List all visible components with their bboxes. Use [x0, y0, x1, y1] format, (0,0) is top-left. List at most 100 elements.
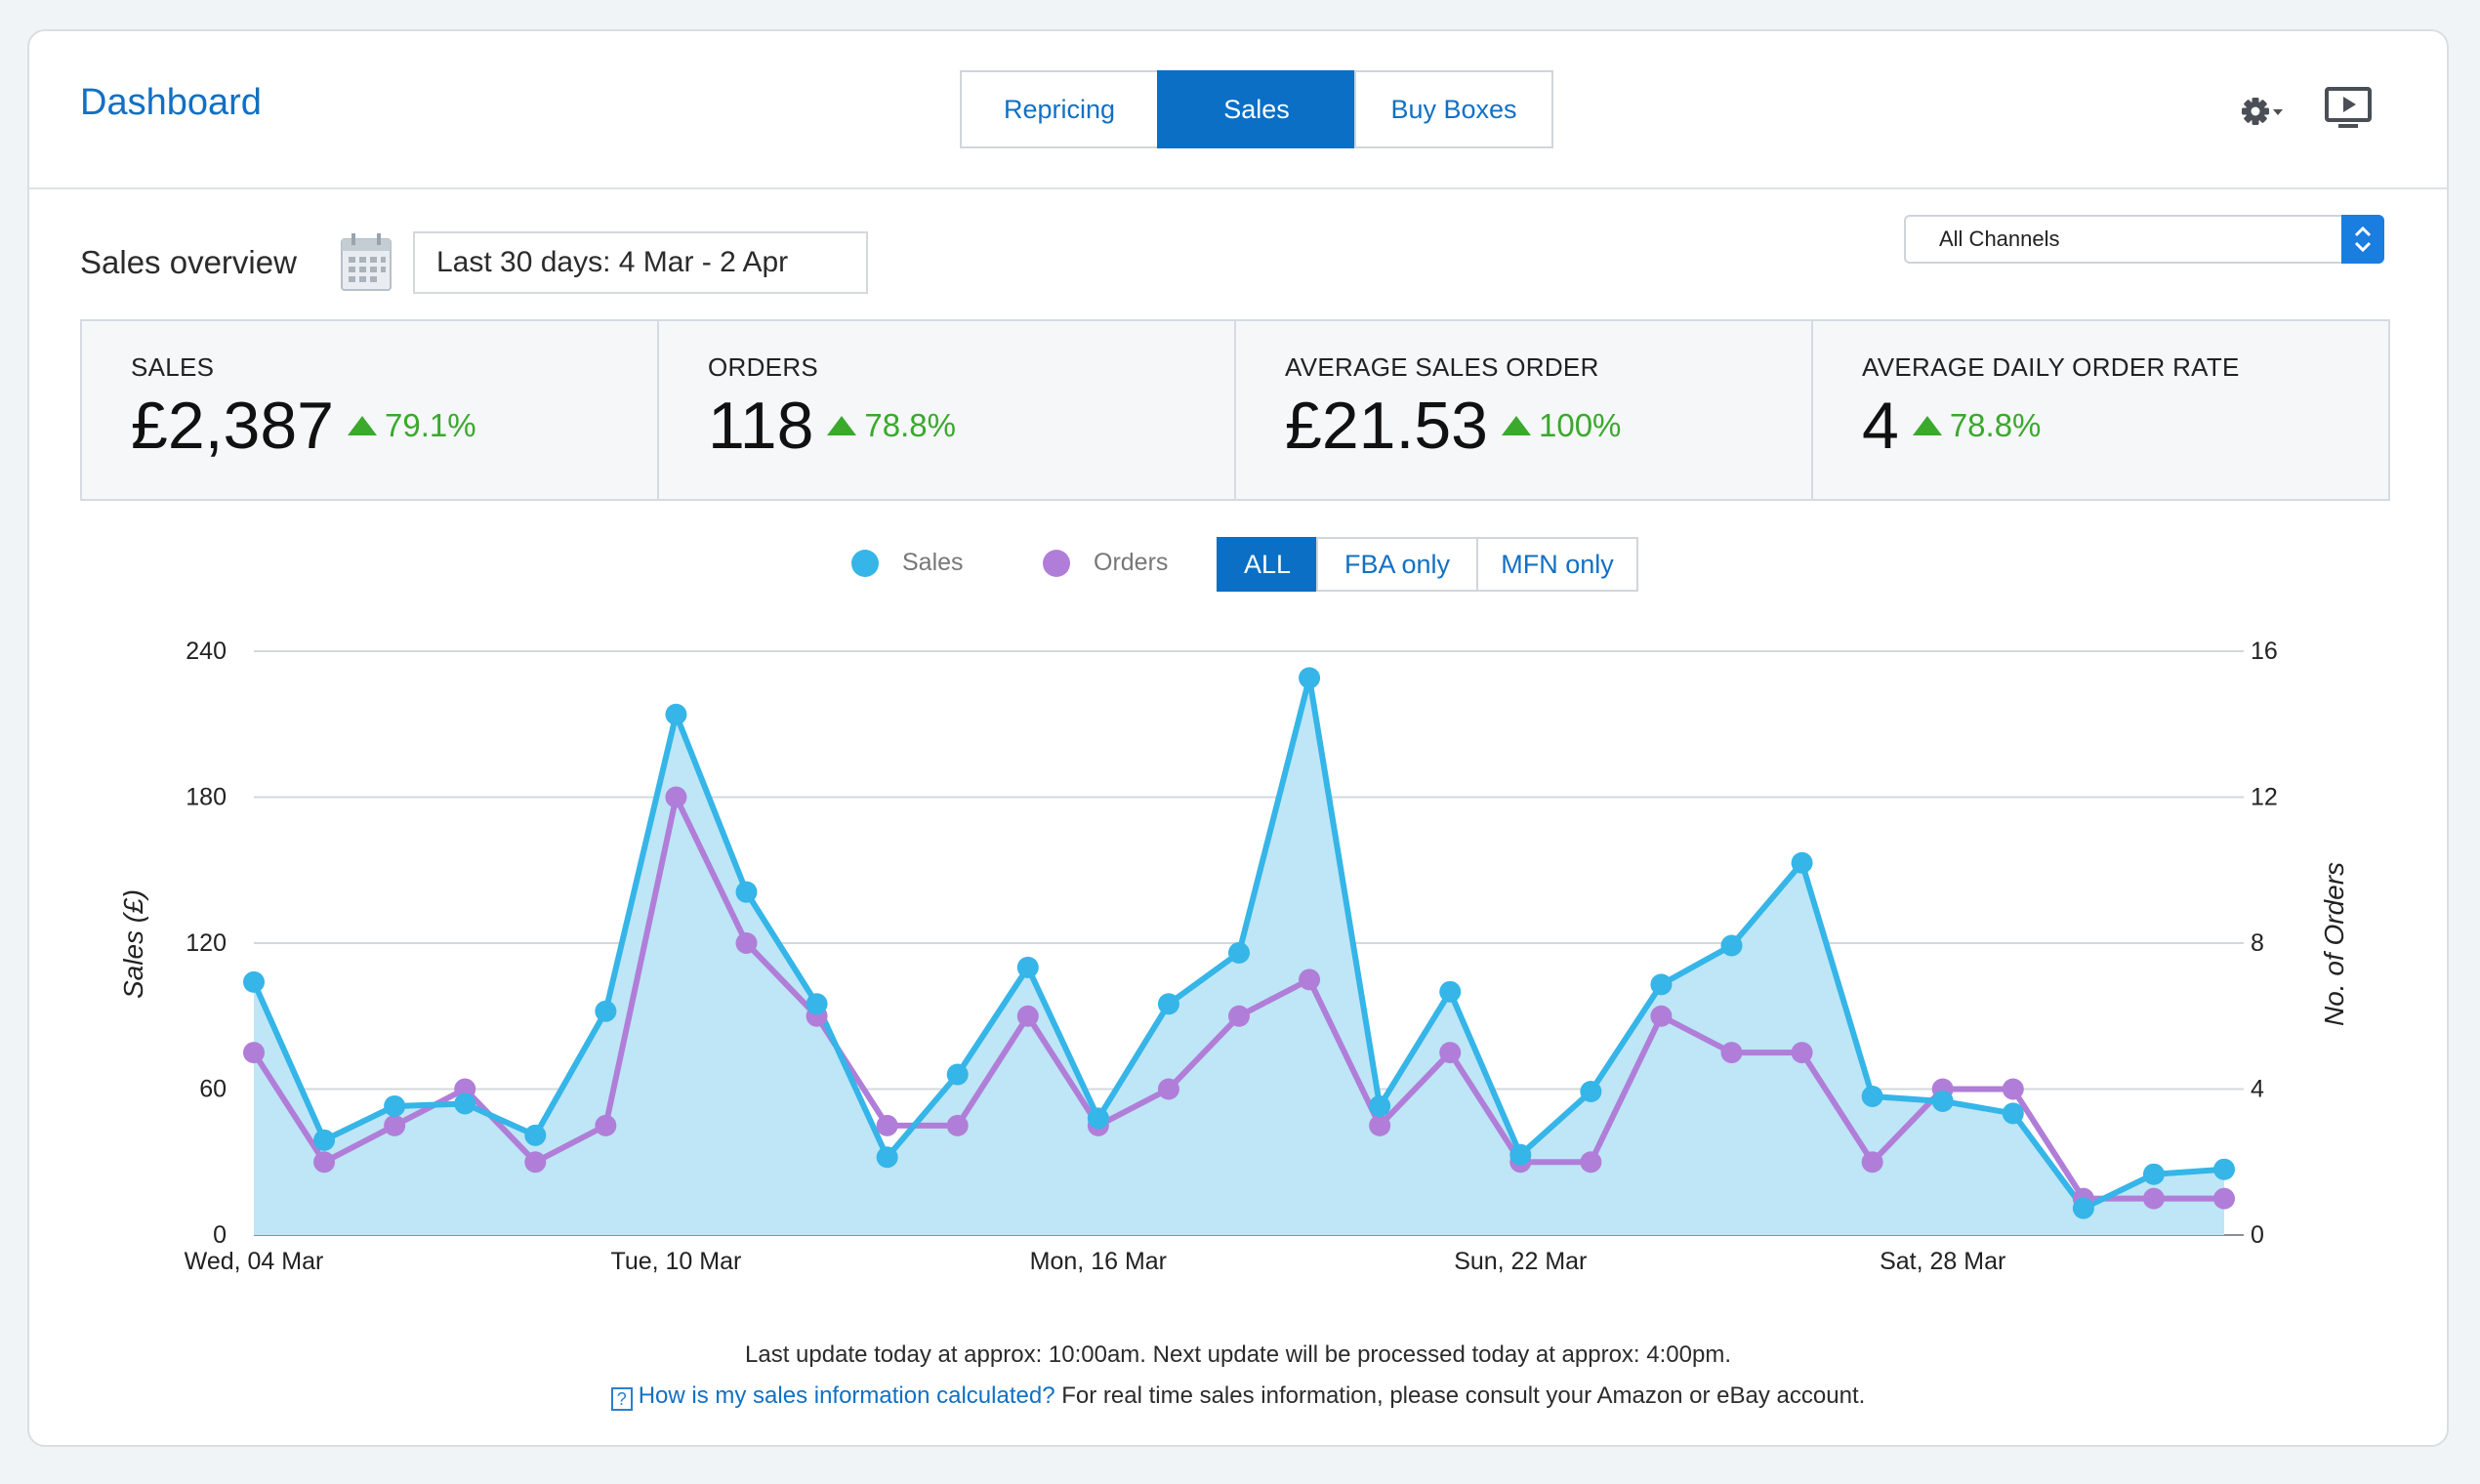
sales-point [1650, 973, 1673, 996]
gear-icon[interactable] [2238, 90, 2289, 133]
stat-value: 118 [708, 389, 814, 463]
orders-point [1439, 1042, 1462, 1064]
orders-point [1157, 1078, 1179, 1100]
y2-tick-label: 16 [2251, 638, 2278, 665]
stat-label: AVERAGE DAILY ORDER RATE [1862, 352, 2240, 382]
x-tick-label: Tue, 10 Mar [610, 1248, 741, 1275]
legend-orders-label: Orders [1094, 549, 1169, 576]
orders-point [1228, 1005, 1250, 1027]
presentation-screen-icon[interactable] [2324, 85, 2375, 134]
channel-select[interactable]: All Channels [1904, 215, 2384, 264]
y2-axis-title: No. of Orders [2319, 862, 2349, 1026]
y2-tick-label: 12 [2251, 784, 2278, 811]
sales-point [1509, 1143, 1532, 1166]
sales-orders-chart: 0 0 60 4 120 8 180 12 240 16 Wed, 04 Mar Tue, 10 Ma… [118, 638, 2349, 1275]
select-arrows-icon[interactable] [2341, 215, 2384, 264]
calendar-icon[interactable] [340, 231, 393, 292]
stat-value: 4 [1862, 389, 1899, 463]
orders-point [1016, 1005, 1039, 1027]
up-arrow-icon [1501, 416, 1531, 435]
y-tick-label: 240 [186, 638, 227, 665]
stat-average-daily-order-rate: AVERAGE DAILY ORDER RATE 4 78.8% [1813, 321, 2388, 499]
sales-point [1580, 1080, 1602, 1102]
tab-sales[interactable]: Sales [1157, 70, 1356, 148]
help-line: ? How is my sales information calculated?… [29, 1382, 2447, 1411]
sales-point [595, 1000, 617, 1022]
tab-repricing[interactable]: Repricing [960, 70, 1159, 148]
y-tick-label: 60 [199, 1076, 227, 1103]
stat-value: £21.53 [1285, 389, 1488, 463]
orders-point [524, 1151, 547, 1174]
stat-change: 78.8% [864, 407, 956, 443]
orders-point [243, 1042, 265, 1064]
legend-orders[interactable]: Orders [1043, 549, 1168, 577]
update-notice: Last update today at approx: 10:00am. Ne… [745, 1341, 1731, 1368]
legend-sales[interactable]: Sales [851, 549, 964, 577]
legend-sales-label: Sales [902, 549, 964, 576]
stat-label: ORDERS [708, 352, 819, 382]
up-arrow-icon [1912, 416, 1942, 435]
help-text: For real time sales information, please … [1054, 1382, 1866, 1409]
sales-point [384, 1094, 406, 1117]
tab-buy-boxes[interactable]: Buy Boxes [1354, 70, 1553, 148]
sales-point [243, 970, 265, 993]
stat-change: 78.8% [1949, 407, 2042, 443]
sales-point [1791, 851, 1813, 874]
orders-point [2213, 1187, 2235, 1210]
y-tick-label: 180 [186, 784, 227, 811]
orders-point [735, 932, 758, 954]
x-tick-label: Sun, 22 Mar [1454, 1248, 1587, 1275]
stat-label: AVERAGE SALES ORDER [1285, 352, 1599, 382]
orders-point [665, 786, 687, 808]
orders-point [1861, 1151, 1883, 1174]
sales-point [735, 881, 758, 903]
orders-point [1299, 969, 1321, 991]
filter-mfn-button[interactable]: MFN only [1476, 537, 1638, 592]
sales-point [2213, 1158, 2235, 1180]
x-tick-label: Sat, 28 Mar [1880, 1248, 2005, 1275]
orders-point [384, 1114, 406, 1136]
stat-label: SALES [131, 352, 215, 382]
help-link[interactable]: How is my sales information calculated? [638, 1382, 1055, 1409]
orders-point [1369, 1114, 1391, 1136]
sales-point [313, 1129, 336, 1151]
orders-point [1650, 1005, 1673, 1027]
view-tabs: Repricing Sales Buy Boxes [960, 70, 1553, 148]
sales-point [1861, 1085, 1883, 1107]
sales-point [524, 1124, 547, 1146]
up-arrow-icon [347, 416, 377, 435]
orders-point [2002, 1078, 2024, 1100]
up-arrow-icon [827, 416, 857, 435]
help-icon[interactable]: ? [610, 1387, 633, 1411]
sales-point [2002, 1102, 2024, 1125]
orders-point [946, 1114, 969, 1136]
orders-point [1720, 1042, 1743, 1064]
orders-point [1580, 1151, 1602, 1174]
stat-average-sales-order: AVERAGE SALES ORDER £21.53 100% [1236, 321, 1813, 499]
stat-value: £2,387 [131, 389, 334, 463]
y2-tick-label: 4 [2251, 1076, 2264, 1103]
sales-overview-label: Sales overview [80, 244, 297, 280]
orders-point [313, 1151, 336, 1174]
date-range-field[interactable]: Last 30 days: 4 Mar - 2 Apr [413, 231, 868, 294]
x-tick-label: Wed, 04 Mar [185, 1248, 324, 1275]
filter-all-button[interactable]: ALL [1217, 537, 1318, 592]
x-tick-label: Mon, 16 Mar [1030, 1248, 1167, 1275]
stat-sales: SALES £2,387 79.1% [82, 321, 659, 499]
sales-point [1439, 980, 1462, 1003]
sales-point [454, 1092, 476, 1115]
stat-change: 79.1% [384, 407, 476, 443]
sales-point [1720, 934, 1743, 957]
orders-point [1791, 1042, 1813, 1064]
sales-point [1016, 956, 1039, 978]
stats-panel: SALES £2,387 79.1% ORDERS 118 78.8% AVER… [80, 319, 2390, 501]
sales-point [1299, 667, 1321, 689]
sales-point [1228, 941, 1250, 964]
sales-point [1931, 1090, 1954, 1112]
dashboard-header: Dashboard Repricing Sales Buy Boxes [29, 31, 2447, 189]
filter-fba-button[interactable]: FBA only [1316, 537, 1478, 592]
y-tick-label: 120 [186, 929, 227, 957]
dashboard-card: Dashboard Repricing Sales Buy Boxes [27, 29, 2449, 1447]
sales-point [1369, 1094, 1391, 1117]
y2-tick-label: 0 [2251, 1221, 2264, 1249]
